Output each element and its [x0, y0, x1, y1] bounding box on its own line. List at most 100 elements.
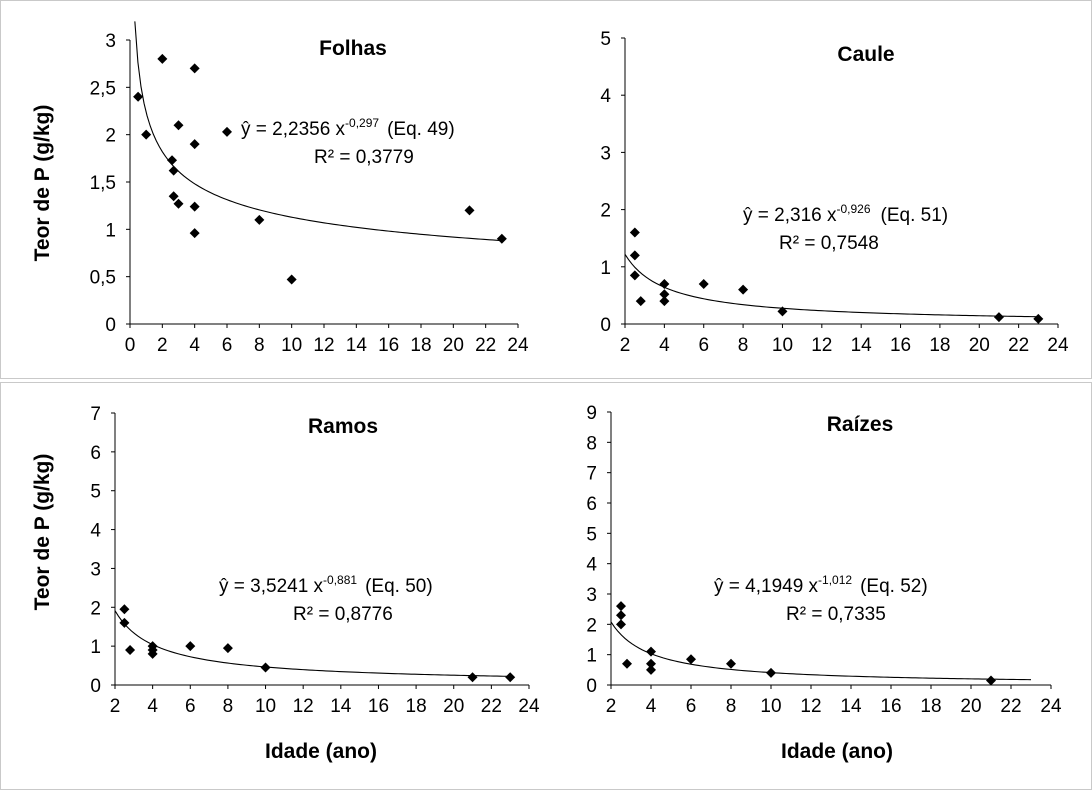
x-tick-label: 24 — [518, 696, 540, 717]
y-tick-label: 1,5 — [90, 173, 116, 194]
data-point — [222, 643, 233, 654]
data-point — [629, 227, 640, 238]
data-point — [698, 278, 709, 289]
y-axis-title-bottom: Teor de P (g/kg) — [31, 454, 54, 611]
data-point — [189, 139, 200, 150]
equation-number: (Eq. 50) — [365, 576, 433, 597]
data-point — [635, 296, 646, 307]
data-point — [189, 63, 200, 74]
x-tick-label: 20 — [443, 696, 464, 717]
y-tick-label: 3 — [600, 143, 611, 164]
equation-caule: ŷ = 2,316 x-0,926 (Eq. 51) — [743, 202, 948, 226]
data-point — [254, 214, 265, 225]
x-tick-label: 18 — [920, 696, 941, 717]
data-point — [777, 306, 788, 317]
data-point — [616, 619, 626, 630]
y-tick-label: 4 — [90, 521, 101, 542]
data-point — [629, 270, 640, 281]
x-tick-label: 18 — [406, 696, 427, 717]
data-point — [616, 601, 626, 612]
y-tick-label: 3 — [105, 31, 116, 52]
equation-exponent: -0,297 — [345, 116, 379, 130]
fit-curve-folhas — [134, 21, 502, 242]
data-point — [622, 658, 632, 669]
y-tick-label: 0,5 — [90, 268, 116, 289]
x-tick-label: 6 — [698, 335, 709, 356]
x-tick-label: 4 — [147, 696, 158, 717]
x-axis-title-ramos: Idade (ano) — [265, 740, 377, 763]
x-tick-label: 12 — [811, 335, 832, 356]
equation-number: (Eq. 51) — [881, 205, 949, 226]
x-tick-label: 14 — [840, 696, 862, 717]
data-point — [222, 126, 232, 137]
equation-exponent: -0,926 — [836, 202, 870, 216]
data-point — [726, 658, 736, 669]
y-tick-label: 2 — [90, 598, 101, 619]
y-tick-label: 6 — [586, 494, 597, 515]
x-tick-label: 24 — [507, 335, 529, 356]
x-tick-label: 10 — [760, 696, 781, 717]
x-tick-label: 6 — [185, 696, 196, 717]
data-point — [173, 120, 184, 131]
data-point — [286, 274, 297, 285]
data-point — [766, 667, 776, 678]
y-tick-label: 0 — [105, 315, 116, 336]
y-tick-label: 5 — [586, 524, 597, 545]
equation-exponent: -1,012 — [818, 573, 852, 587]
x-tick-label: 2 — [620, 335, 631, 356]
equation-lhs: ŷ = 4,1949 x — [714, 576, 819, 597]
fit-curve-raizes — [610, 621, 1032, 681]
x-tick-label: 8 — [726, 696, 737, 717]
y-axis-title-top: Teor de P (g/kg) — [31, 105, 54, 262]
data-point — [467, 672, 478, 683]
equation-exponent: -0,881 — [323, 573, 357, 587]
x-tick-label: 4 — [659, 335, 670, 356]
equation-lhs: ŷ = 2,2356 x — [241, 119, 346, 140]
y-tick-label: 7 — [586, 464, 597, 485]
x-tick-label: 4 — [189, 335, 200, 356]
y-tick-label: 3 — [586, 585, 597, 606]
fit-curve-ramos — [114, 610, 511, 677]
data-point — [496, 233, 507, 244]
y-tick-label: 6 — [90, 443, 101, 464]
x-tick-label: 2 — [110, 696, 121, 717]
data-point — [157, 53, 168, 64]
y-tick-label: 1 — [105, 220, 116, 241]
panel-title-folhas: Folhas — [319, 37, 387, 60]
data-point — [147, 648, 158, 659]
x-tick-label: 18 — [929, 335, 950, 356]
x-tick-label: 16 — [378, 335, 399, 356]
equation-ramos: ŷ = 3,5241 x-0,881 (Eq. 50) — [219, 573, 433, 597]
x-tick-label: 6 — [686, 696, 697, 717]
data-point — [189, 228, 200, 239]
data-point — [629, 250, 640, 261]
data-point — [646, 658, 656, 669]
r-squared-caule: R² = 0,7548 — [779, 233, 879, 254]
x-tick-label: 22 — [481, 696, 502, 717]
data-point — [1033, 313, 1044, 324]
x-tick-label: 22 — [1008, 335, 1029, 356]
x-tick-label: 16 — [890, 335, 911, 356]
x-tick-label: 24 — [1047, 335, 1069, 356]
equation-number: (Eq. 49) — [387, 119, 455, 140]
x-tick-label: 20 — [443, 335, 464, 356]
data-point — [646, 664, 656, 675]
x-tick-label: 14 — [330, 696, 352, 717]
panel-title-ramos: Ramos — [308, 415, 378, 438]
data-point — [173, 198, 184, 209]
y-tick-label: 3 — [90, 559, 101, 580]
x-tick-label: 22 — [1000, 696, 1021, 717]
x-tick-label: 10 — [772, 335, 793, 356]
x-tick-label: 16 — [368, 696, 389, 717]
fit-curve-caule — [624, 253, 1039, 318]
x-tick-label: 6 — [222, 335, 233, 356]
data-point — [167, 155, 178, 166]
y-tick-label: 8 — [586, 433, 597, 454]
x-tick-label: 12 — [293, 696, 314, 717]
x-tick-label: 8 — [738, 335, 749, 356]
panel-title-caule: Caule — [837, 43, 894, 66]
x-tick-label: 8 — [254, 335, 265, 356]
